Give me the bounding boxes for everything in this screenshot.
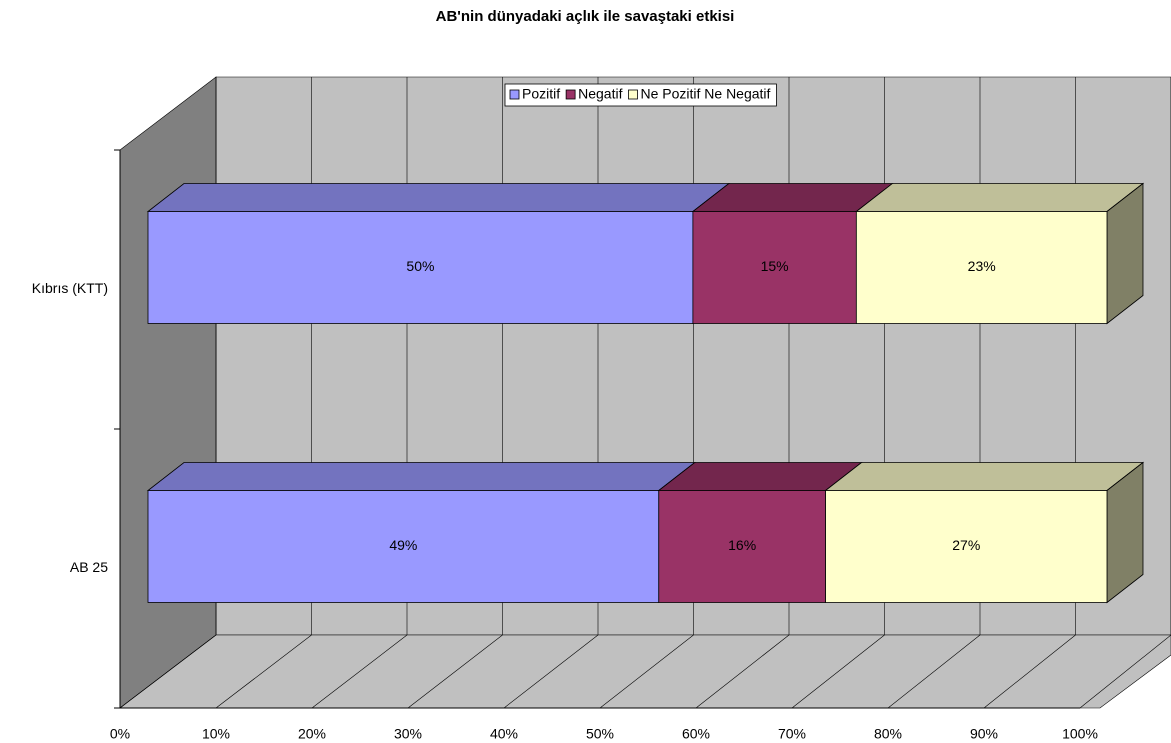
x-tick-label: 60%: [682, 726, 710, 742]
floor-grid-line: [791, 634, 885, 709]
x-tick-label: 100%: [1062, 726, 1098, 742]
data-label: 50%: [406, 258, 434, 274]
x-tick-label: 0%: [110, 726, 130, 742]
floor-grid-line: [983, 634, 1076, 709]
x-tick-label: 80%: [874, 726, 902, 742]
legend-swatch: [565, 89, 576, 100]
floor-grid-line: [407, 634, 503, 709]
floor-grid-line: [503, 634, 599, 709]
data-label: 23%: [968, 258, 996, 274]
legend-label: Negatif: [578, 86, 622, 102]
y-tick-label: AB 25: [70, 559, 108, 575]
floor: [119, 634, 1171, 709]
bar: [147, 490, 660, 603]
bar-top: [824, 462, 1145, 491]
floor-grid-line: [311, 634, 408, 709]
bar-top: [146, 183, 731, 212]
floor-grid-line: [695, 634, 790, 709]
bar-top: [146, 462, 696, 491]
y-tick-label: Kıbrıs (KTT): [32, 280, 108, 296]
x-tick-label: 40%: [490, 726, 518, 742]
legend-box: [504, 83, 777, 107]
legend-swatch: [509, 89, 520, 100]
data-label: 16%: [728, 537, 756, 553]
floor-grid-line: [887, 634, 981, 709]
legend-swatch: [628, 89, 638, 100]
x-tick-label: 30%: [394, 726, 422, 742]
bar: [658, 490, 826, 603]
floor-grid-line: [599, 634, 694, 709]
side-wall: [119, 76, 217, 709]
bar: [825, 490, 1108, 603]
data-label: 27%: [952, 537, 980, 553]
floor-grid-line: [1079, 634, 1171, 709]
floor-grid-line: [215, 634, 312, 709]
x-tick-label: 50%: [586, 726, 614, 742]
chart-title: AB'nin dünyadaki açlık ile savaştaki etk…: [436, 8, 735, 25]
legend: Pozitif Negatif Ne Pozitif Ne Negatif: [504, 83, 777, 107]
bar-top: [855, 183, 1145, 212]
x-tick-label: 90%: [970, 726, 998, 742]
bar: [147, 211, 694, 324]
bar: [855, 211, 1108, 324]
legend-label: Ne Pozitif Ne Negatif: [640, 86, 770, 102]
legend-label: Pozitif: [522, 86, 560, 102]
data-label: 15%: [761, 258, 789, 274]
x-tick-label: 70%: [778, 726, 806, 742]
data-label: 49%: [389, 537, 417, 553]
x-tick-label: 20%: [298, 726, 326, 742]
floor-grid-line: [119, 634, 217, 709]
x-tick-label: 10%: [202, 726, 230, 742]
